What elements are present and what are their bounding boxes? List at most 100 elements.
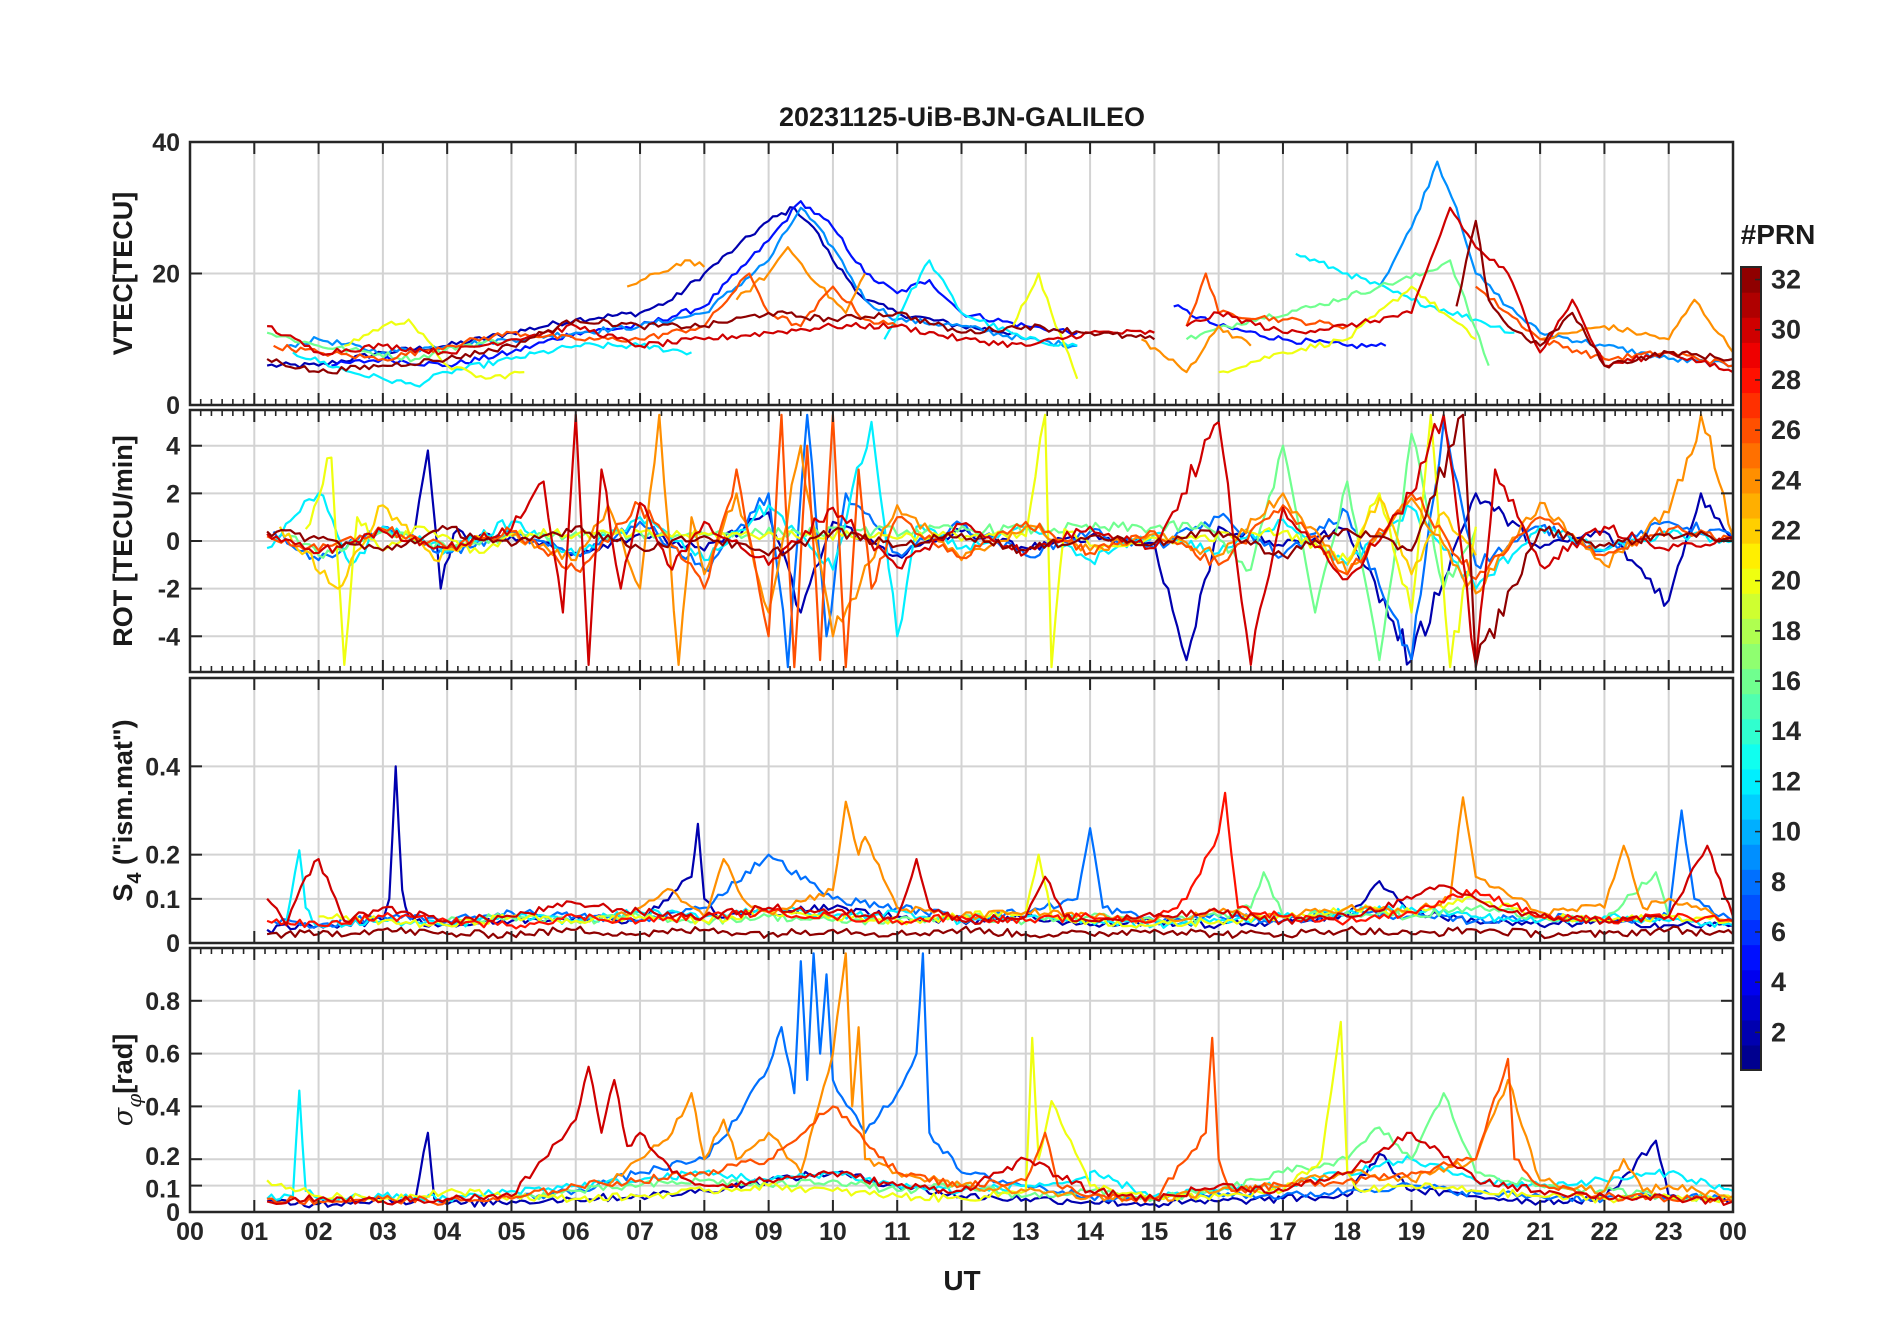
- x-tick-label: 02: [305, 1218, 333, 1246]
- colorbar-swatch: [1741, 894, 1761, 921]
- x-tick-label: 18: [1333, 1218, 1361, 1246]
- vtec-trace-prn-2: [266, 206, 1014, 369]
- vtec-trace-prn-20: [1218, 285, 1477, 374]
- x-tick-label: 12: [948, 1218, 976, 1246]
- colorbar-swatch: [1741, 292, 1761, 318]
- vtec-trace-prn-24: [1141, 325, 1252, 374]
- sigma_phi-traces: [266, 952, 1733, 1209]
- sigma_phi-ytick-label: 0.4: [145, 1093, 180, 1121]
- sigma_phi-y-axis-label: σφ[rad]: [108, 1034, 146, 1126]
- x-axis-label: UT: [943, 1265, 980, 1296]
- colorbar-swatch: [1741, 994, 1761, 1021]
- colorbar-swatch: [1741, 568, 1761, 594]
- colorbar-tick-label: 12: [1771, 766, 1801, 796]
- colorbar-swatch: [1741, 442, 1761, 469]
- x-tick-label: 04: [433, 1218, 461, 1246]
- vtec-trace-prn-5: [331, 200, 1078, 368]
- colorbar-swatch: [1741, 819, 1761, 845]
- rot-ytick-label: -2: [158, 576, 180, 604]
- x-tick-label: 22: [1591, 1218, 1619, 1246]
- vtec-trace-prn-24: [1539, 298, 1733, 354]
- rot-trace-prn-26: [266, 413, 1733, 669]
- vtec-trace-prn-32: [266, 310, 1156, 375]
- x-tick-label: 11: [884, 1218, 911, 1246]
- chart-title: 20231125-UiB-BJN-GALILEO: [779, 102, 1145, 132]
- x-tick-label: 07: [626, 1218, 654, 1246]
- colorbar-swatch: [1741, 668, 1761, 695]
- colorbar-swatch: [1741, 919, 1761, 946]
- s4-trace-prn-32: [266, 925, 1733, 940]
- vtec-trace-prn-20: [344, 318, 525, 380]
- vtec-trace-prn-26: [273, 272, 898, 362]
- x-tick-label: 10: [819, 1218, 847, 1246]
- vtec-trace-prn-5: [1173, 304, 1387, 350]
- colorbar-tick-label: 14: [1771, 716, 1801, 746]
- vtec-traces: [266, 160, 1733, 388]
- colorbar-swatch: [1741, 793, 1761, 820]
- rot-ytick-label: -4: [158, 623, 180, 651]
- colorbar-swatch: [1741, 844, 1761, 870]
- s4-ytick-label: 0.2: [145, 842, 180, 870]
- panel-s4: 0 0.1 0.2 0.4S4 ("ism.mat"): [108, 676, 1735, 958]
- rot-trace-prn-32: [266, 413, 1733, 669]
- colorbar-tick-label: 28: [1771, 365, 1801, 395]
- colorbar-tick-label: 2: [1771, 1017, 1786, 1047]
- colorbar-swatch: [1741, 417, 1761, 444]
- colorbar-swatch: [1741, 367, 1761, 394]
- colorbar-swatch: [1741, 593, 1761, 619]
- colorbar-swatch: [1741, 467, 1761, 494]
- x-tick-label: 16: [1205, 1218, 1233, 1246]
- vtec-trace-prn-12: [1295, 252, 1515, 334]
- colorbar-swatch: [1741, 869, 1761, 895]
- sigma_phi-trace-prn-16: [510, 1092, 1733, 1203]
- vtec-trace-prn-12: [883, 259, 1078, 347]
- x-tick-label: 09: [755, 1218, 783, 1246]
- vtec-trace-prn-30: [267, 321, 1155, 356]
- x-tick-label: 23: [1655, 1218, 1683, 1246]
- sigma_phi-ytick-label: 0.2: [145, 1143, 180, 1171]
- rot-trace-prn-12: [266, 420, 1733, 638]
- vtec-trace-prn-24: [735, 246, 867, 314]
- colorbar-tick-label: 4: [1771, 967, 1786, 997]
- s4-trace-prn-30: [266, 844, 1733, 927]
- vtec-trace-prn-20: [1011, 272, 1079, 380]
- x-tick-label: 08: [690, 1218, 718, 1246]
- x-tick-label: 17: [1269, 1218, 1297, 1246]
- vtec-ytick-label: 40: [152, 129, 180, 157]
- vtec-trace-prn-12: [292, 341, 692, 388]
- colorbar-box: [1740, 266, 1762, 1071]
- x-tick-label: 21: [1526, 1218, 1554, 1246]
- x-tick-label: 20: [1462, 1218, 1490, 1246]
- sigma_phi-ytick-label: 0.6: [145, 1041, 180, 1069]
- vtec-trace-prn-16: [1185, 259, 1490, 366]
- vtec-trace-prn-26: [1475, 285, 1733, 368]
- vtec-trace-prn-32: [1455, 219, 1733, 369]
- colorbar-swatch: [1741, 618, 1761, 645]
- colorbar-tick-label: 16: [1771, 666, 1801, 696]
- panel-sigma_phi: 00.1 0.2 0.4 0.6 0.8 σφ[rad]: [108, 946, 1735, 1227]
- colorbar-swatch: [1741, 543, 1761, 569]
- sigma_phi-trace-prn-20: [266, 1020, 1733, 1204]
- colorbar-tick-label: 30: [1771, 315, 1801, 345]
- x-tick-label: 01: [240, 1218, 268, 1246]
- sigma_phi-trace-prn-8: [511, 952, 1733, 1204]
- sigma_phi-trace-prn-2: [266, 1131, 1733, 1209]
- s4-ytick-label: 0.4: [145, 753, 180, 781]
- rot-ytick-label: 4: [166, 433, 180, 461]
- rot-y-axis-label: ROT [TECU/min]: [108, 435, 138, 646]
- vtec-trace-prn-16: [266, 331, 512, 363]
- s4-ytick-label: 0: [166, 930, 180, 958]
- rot-trace-prn-20: [304, 413, 1477, 669]
- colorbar-tick-label: 26: [1771, 415, 1801, 445]
- colorbar-title: #PRN: [1741, 219, 1816, 250]
- x-tick-label: 13: [1012, 1218, 1040, 1246]
- colorbar-tick-label: 20: [1771, 566, 1801, 596]
- s4-traces: [266, 765, 1733, 940]
- x-tick-label: 00: [176, 1218, 204, 1246]
- x-tick-label: 00: [1719, 1218, 1747, 1246]
- colorbar-swatch: [1741, 693, 1761, 720]
- colorbar-swatch: [1741, 718, 1761, 745]
- sigma_phi-trace-prn-30: [266, 1065, 1733, 1206]
